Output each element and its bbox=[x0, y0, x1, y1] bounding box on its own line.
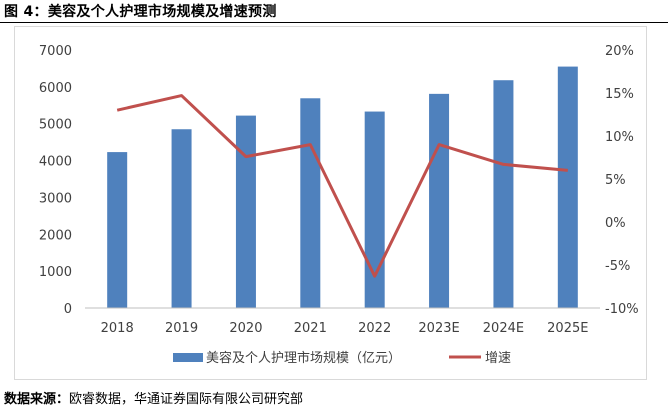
bar bbox=[493, 80, 514, 308]
left-tick-label: 5000 bbox=[39, 118, 72, 133]
bar bbox=[300, 98, 321, 308]
right-tick-label: 15% bbox=[605, 87, 634, 102]
x-tick-label: 2018 bbox=[101, 321, 134, 336]
right-tick-label: -5% bbox=[605, 259, 630, 274]
figure-title: 图 4：美容及个人护理市场规模及增速预测 bbox=[4, 4, 277, 20]
bar bbox=[171, 129, 192, 308]
x-tick-label: 2024E bbox=[483, 321, 524, 336]
right-tick-label: -10% bbox=[605, 302, 639, 317]
x-tick-label: 2022 bbox=[358, 321, 391, 336]
legend-bar-swatch bbox=[173, 353, 203, 362]
left-tick-label: 3000 bbox=[39, 191, 72, 206]
left-tick-label: 0 bbox=[64, 302, 72, 317]
x-tick-label: 2023E bbox=[418, 321, 459, 336]
x-axis: 2018 2019 2020 2021 2022 2023E 2024E 2025E bbox=[101, 321, 589, 336]
chart-frame bbox=[14, 26, 647, 380]
bar bbox=[235, 115, 256, 308]
right-tick-label: 0% bbox=[605, 216, 626, 231]
x-tick-label: 2021 bbox=[294, 321, 327, 336]
x-tick-label: 2020 bbox=[229, 321, 262, 336]
legend-bar-label: 美容及个人护理市场规模（亿元） bbox=[206, 350, 401, 366]
bar bbox=[364, 111, 385, 309]
source-note: 数据来源：欧睿数据，华通证券国际有限公司研究部 bbox=[4, 388, 303, 407]
bar bbox=[429, 93, 450, 308]
bar bbox=[107, 152, 128, 308]
left-tick-label: 2000 bbox=[39, 228, 72, 243]
left-tick-label: 4000 bbox=[39, 155, 72, 170]
left-tick-label: 6000 bbox=[39, 81, 72, 96]
title-divider bbox=[0, 22, 668, 23]
x-tick-label: 2019 bbox=[165, 321, 198, 336]
right-tick-label: 20% bbox=[605, 44, 634, 59]
bar bbox=[557, 66, 578, 308]
legend: 美容及个人护理市场规模（亿元） 增速 bbox=[173, 350, 511, 366]
left-tick-label: 7000 bbox=[39, 44, 72, 59]
source-text: 欧睿数据，华通证券国际有限公司研究部 bbox=[69, 392, 304, 407]
right-tick-label: 10% bbox=[605, 130, 634, 145]
legend-line-label: 增速 bbox=[485, 351, 511, 366]
right-axis: -10% -5% 0% 5% 10% 15% 20% bbox=[605, 44, 639, 317]
bar-series bbox=[107, 66, 578, 309]
source-label: 数据来源： bbox=[4, 392, 70, 407]
growth-line bbox=[116, 94, 568, 278]
right-tick-label: 5% bbox=[605, 173, 626, 188]
left-axis: 0 1000 2000 3000 4000 5000 6000 7000 bbox=[39, 44, 72, 317]
x-tick-label: 2025E bbox=[547, 321, 588, 336]
left-tick-label: 1000 bbox=[39, 265, 72, 280]
